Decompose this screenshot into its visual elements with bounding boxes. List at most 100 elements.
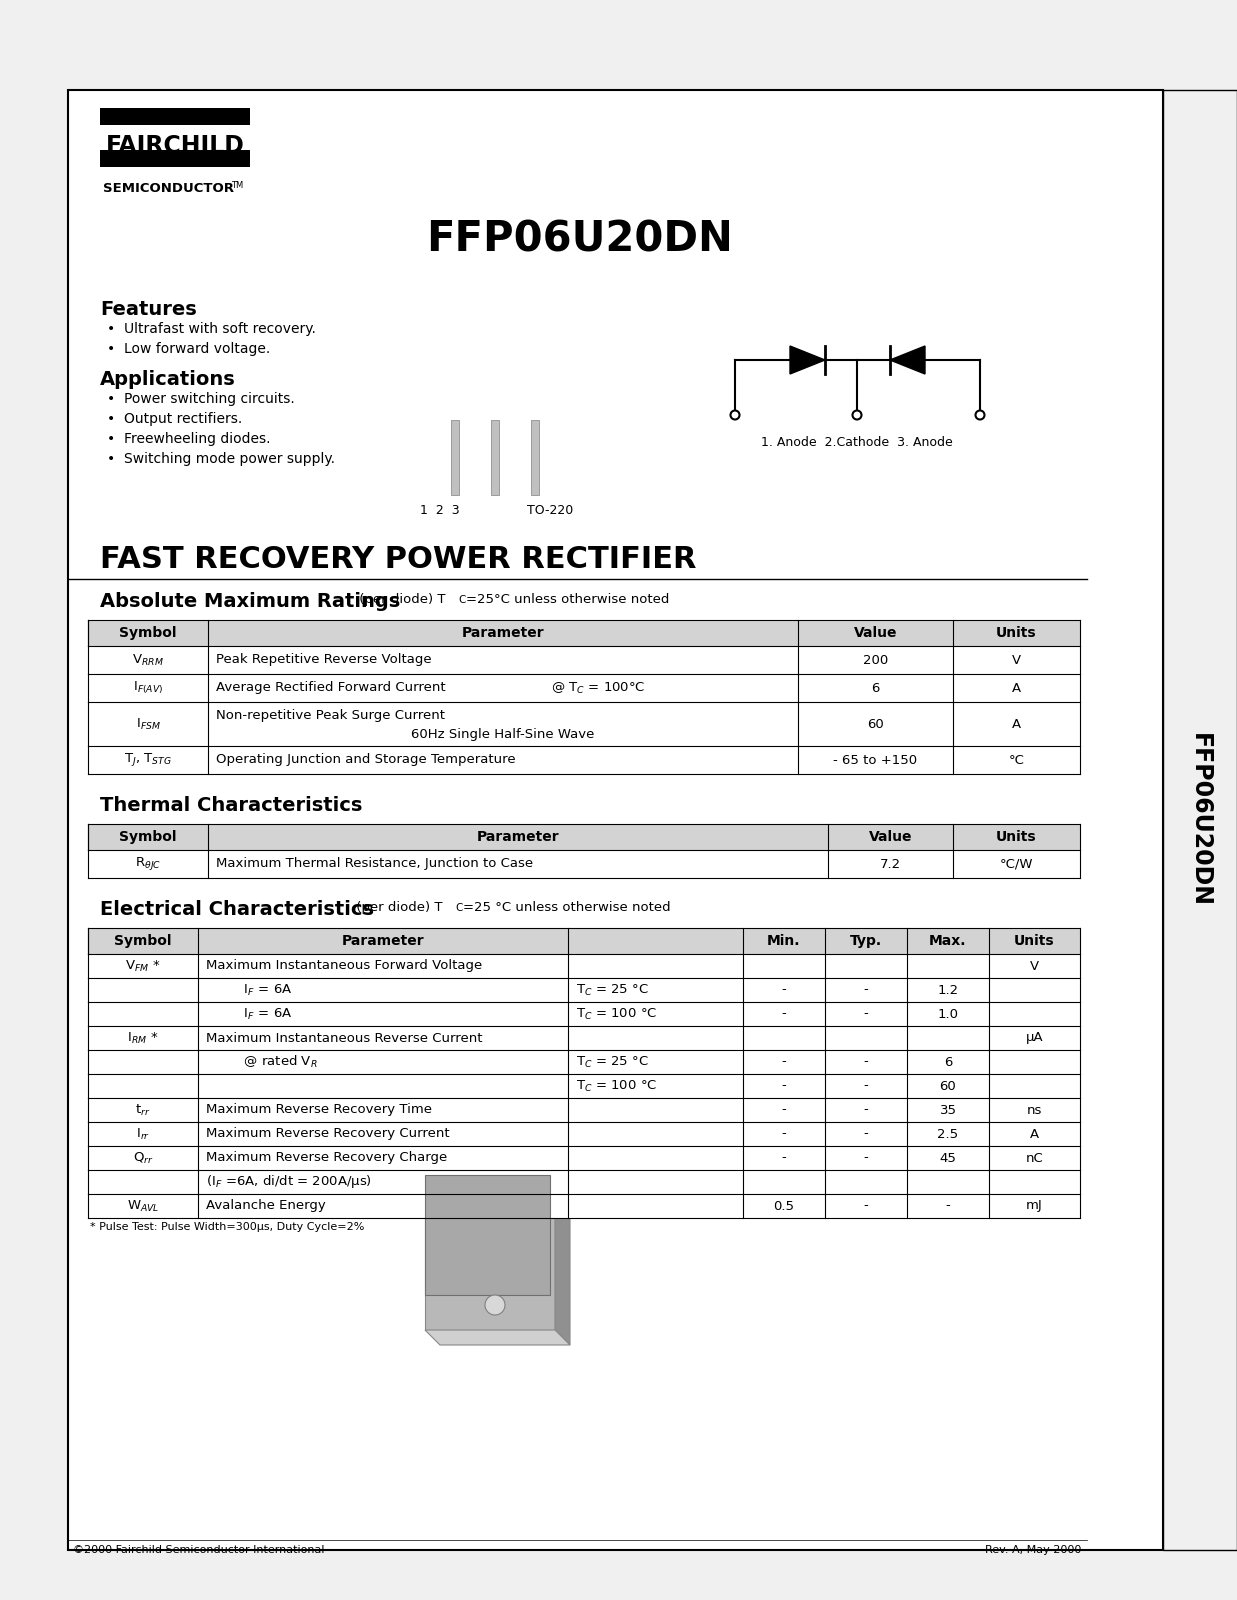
Circle shape	[731, 411, 740, 419]
Text: 1.2: 1.2	[938, 984, 959, 997]
Text: 1. Anode  2.Cathode  3. Anode: 1. Anode 2.Cathode 3. Anode	[761, 435, 952, 448]
Text: -: -	[782, 1104, 787, 1117]
Text: -: -	[863, 1200, 868, 1213]
Text: 35: 35	[939, 1104, 956, 1117]
Bar	[88, 1026, 1080, 1050]
Text: ©2000 Fairchild Semiconductor International: ©2000 Fairchild Semiconductor Internatio…	[73, 1546, 324, 1555]
Text: A: A	[1030, 1128, 1039, 1141]
Text: T$_C$ = 100 °C: T$_C$ = 100 °C	[576, 1006, 657, 1021]
Bar	[88, 1122, 1080, 1146]
Bar	[88, 1002, 1080, 1026]
Text: 200: 200	[863, 653, 888, 667]
Text: 6: 6	[871, 682, 880, 694]
Text: -: -	[782, 984, 787, 997]
Text: TM: TM	[231, 181, 244, 190]
Text: 7.2: 7.2	[880, 858, 901, 870]
Bar	[88, 850, 1080, 878]
Bar	[88, 1098, 1080, 1122]
Bar	[1163, 90, 1237, 1550]
Text: =25 °C unless otherwise noted: =25 °C unless otherwise noted	[463, 901, 670, 914]
Text: T$_C$ = 100 °C: T$_C$ = 100 °C	[576, 1078, 657, 1093]
Text: Units: Units	[1014, 934, 1055, 947]
Text: Features: Features	[100, 301, 197, 318]
Polygon shape	[426, 1190, 555, 1330]
Polygon shape	[790, 346, 825, 374]
Text: Rev. A, May 2000: Rev. A, May 2000	[985, 1546, 1081, 1555]
Text: •  Low forward voltage.: • Low forward voltage.	[106, 342, 270, 357]
Text: Symbol: Symbol	[119, 626, 177, 640]
Text: Symbol: Symbol	[114, 934, 172, 947]
Text: Value: Value	[868, 830, 912, 845]
Text: 45: 45	[940, 1152, 956, 1165]
Bar	[88, 619, 1080, 646]
Text: Units: Units	[996, 830, 1037, 845]
Text: Absolute Maximum Ratings: Absolute Maximum Ratings	[100, 592, 401, 611]
Text: -: -	[782, 1152, 787, 1165]
Text: Maximum Instantaneous Forward Voltage: Maximum Instantaneous Forward Voltage	[207, 960, 482, 973]
Text: 1  2  3: 1 2 3	[421, 504, 460, 517]
Circle shape	[976, 411, 985, 419]
Bar	[88, 1146, 1080, 1170]
Text: Maximum Reverse Recovery Time: Maximum Reverse Recovery Time	[207, 1104, 432, 1117]
Text: •  Power switching circuits.: • Power switching circuits.	[106, 392, 294, 406]
Text: Units: Units	[996, 626, 1037, 640]
Text: =25°C unless otherwise noted: =25°C unless otherwise noted	[466, 594, 669, 606]
Text: V: V	[1030, 960, 1039, 973]
Text: * Pulse Test: Pulse Width=300μs, Duty Cycle=2%: * Pulse Test: Pulse Width=300μs, Duty Cy…	[90, 1222, 365, 1232]
Text: -: -	[782, 1056, 787, 1069]
Bar	[491, 419, 499, 494]
Text: Q$_{rr}$: Q$_{rr}$	[132, 1150, 153, 1165]
Text: 6: 6	[944, 1056, 952, 1069]
Text: C: C	[458, 595, 465, 605]
Text: - 65 to +150: - 65 to +150	[834, 754, 918, 766]
Text: -: -	[945, 1200, 950, 1213]
Bar	[88, 674, 1080, 702]
Text: @ T$_C$ = 100°C: @ T$_C$ = 100°C	[550, 680, 646, 696]
Bar	[88, 746, 1080, 774]
Text: •  Ultrafast with soft recovery.: • Ultrafast with soft recovery.	[106, 322, 315, 336]
Text: TO-220: TO-220	[527, 504, 573, 517]
Bar	[88, 954, 1080, 978]
Text: -: -	[863, 1080, 868, 1093]
Text: 60: 60	[867, 717, 884, 731]
Polygon shape	[426, 1330, 570, 1346]
Bar	[88, 1074, 1080, 1098]
Text: I$_F$ = 6A: I$_F$ = 6A	[207, 982, 292, 997]
Bar	[88, 978, 1080, 1002]
Text: R$_{\theta JC}$: R$_{\theta JC}$	[135, 856, 161, 872]
Text: -: -	[782, 1080, 787, 1093]
Text: Parameter: Parameter	[341, 934, 424, 947]
Text: I$_{F(AV)}$: I$_{F(AV)}$	[132, 680, 163, 696]
Text: Thermal Characteristics: Thermal Characteristics	[100, 795, 362, 814]
Text: Symbol: Symbol	[119, 830, 177, 845]
Text: •  Output rectifiers.: • Output rectifiers.	[106, 411, 242, 426]
Polygon shape	[889, 346, 925, 374]
Text: V$_{RRM}$: V$_{RRM}$	[132, 653, 165, 667]
Text: 0.5: 0.5	[773, 1200, 794, 1213]
Circle shape	[852, 411, 861, 419]
Text: Operating Junction and Storage Temperature: Operating Junction and Storage Temperatu…	[216, 754, 516, 766]
Bar	[88, 1170, 1080, 1194]
Text: Maximum Instantaneous Reverse Current: Maximum Instantaneous Reverse Current	[207, 1032, 482, 1045]
Text: nC: nC	[1025, 1152, 1043, 1165]
Text: Peak Repetitive Reverse Voltage: Peak Repetitive Reverse Voltage	[216, 653, 432, 667]
Polygon shape	[555, 1190, 570, 1346]
Bar	[88, 1194, 1080, 1218]
Text: V$_{FM}$ *: V$_{FM}$ *	[125, 958, 161, 973]
Bar	[100, 150, 250, 166]
Text: W$_{AVL}$: W$_{AVL}$	[126, 1198, 160, 1213]
Text: A: A	[1012, 682, 1021, 694]
Text: A: A	[1012, 717, 1021, 731]
Text: Maximum Thermal Resistance, Junction to Case: Maximum Thermal Resistance, Junction to …	[216, 858, 533, 870]
Text: I$_{rr}$: I$_{rr}$	[136, 1126, 150, 1141]
Text: -: -	[863, 1104, 868, 1117]
Text: 60: 60	[940, 1080, 956, 1093]
Text: I$_{FSM}$: I$_{FSM}$	[136, 717, 161, 731]
Text: Min.: Min.	[767, 934, 800, 947]
Text: I$_F$ = 6A: I$_F$ = 6A	[207, 1006, 292, 1021]
Text: T$_J$, T$_{STG}$: T$_J$, T$_{STG}$	[124, 752, 172, 768]
Text: °C: °C	[1008, 754, 1024, 766]
Text: Maximum Reverse Recovery Current: Maximum Reverse Recovery Current	[207, 1128, 449, 1141]
Text: FFP06U20DN: FFP06U20DN	[427, 219, 734, 261]
Text: μA: μA	[1025, 1032, 1043, 1045]
